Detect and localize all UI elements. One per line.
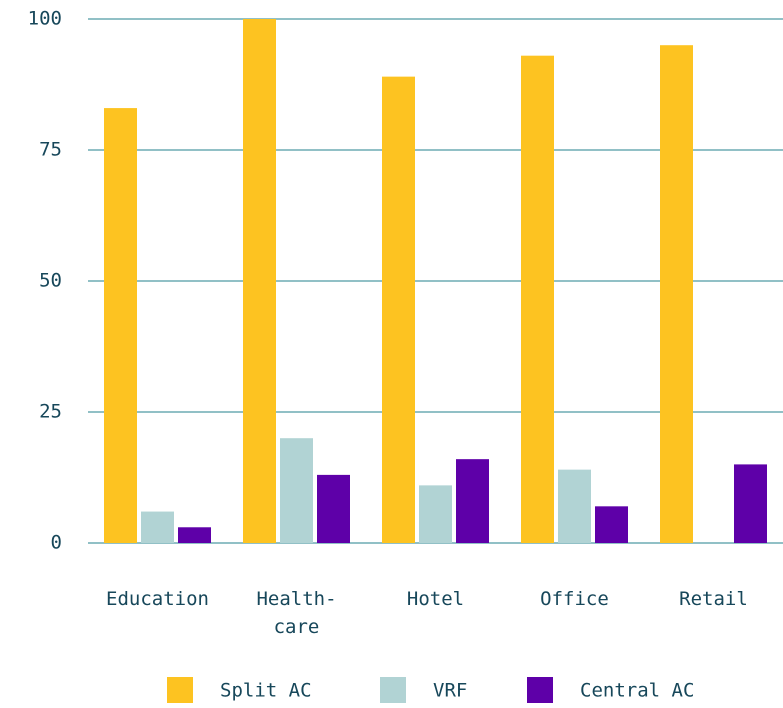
bar xyxy=(178,527,211,543)
y-tick-label: 75 xyxy=(39,139,62,161)
legend-swatch xyxy=(527,677,553,703)
bar xyxy=(141,511,174,543)
y-tick-label: 0 xyxy=(51,532,62,554)
x-tick-label: Hotel xyxy=(406,588,465,610)
bar xyxy=(280,438,313,543)
y-tick-label: 50 xyxy=(39,270,62,292)
x-tick-label: Retail xyxy=(679,588,748,610)
legend-label: Split AC xyxy=(220,680,312,702)
legend-label: VRF xyxy=(433,680,467,702)
bar xyxy=(104,108,137,543)
legend-label: Central AC xyxy=(580,680,694,702)
bar xyxy=(558,469,591,543)
legend-swatch xyxy=(380,677,406,703)
bar xyxy=(456,459,489,543)
y-tick-label: 100 xyxy=(28,8,62,30)
y-tick-label: 25 xyxy=(39,401,62,423)
x-tick-label: Education xyxy=(106,588,209,610)
bar xyxy=(734,464,767,543)
legend-swatch xyxy=(167,677,193,703)
x-tick-label: Office xyxy=(540,588,609,610)
bar xyxy=(419,485,452,543)
bar xyxy=(595,506,628,543)
bar xyxy=(382,76,415,543)
bar xyxy=(243,19,276,543)
bar xyxy=(317,474,350,543)
bar xyxy=(521,55,554,544)
x-tick-label: Health- care xyxy=(256,588,337,638)
bar xyxy=(660,45,693,543)
